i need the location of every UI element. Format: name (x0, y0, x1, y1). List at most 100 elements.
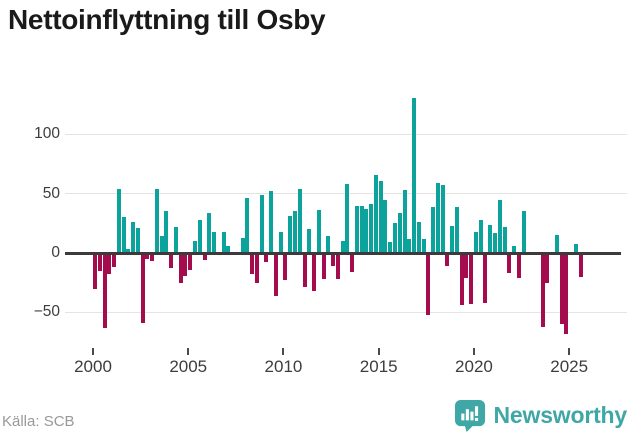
bar (450, 225, 455, 253)
bar (93, 253, 97, 289)
bar (483, 253, 488, 303)
bar (397, 212, 402, 253)
bar (159, 236, 164, 253)
bar (393, 223, 397, 253)
bar (350, 253, 355, 272)
bar (316, 210, 321, 253)
x-axis-tick (282, 348, 285, 355)
bar (259, 194, 264, 253)
bar (297, 188, 302, 253)
chart-title: Nettoinflyttning till Osby (8, 4, 326, 35)
bar (240, 237, 245, 253)
bar (373, 174, 378, 253)
bar (97, 253, 102, 271)
bar (188, 253, 193, 270)
newsworthy-brand-text: Newsworthy (493, 402, 628, 428)
bar (464, 253, 469, 278)
bar (331, 253, 336, 267)
x-axis-tick (472, 348, 475, 355)
bar (264, 253, 269, 263)
bar (207, 212, 212, 253)
bar (116, 188, 121, 253)
x-axis-tick (92, 348, 94, 355)
bar (412, 97, 417, 253)
bar (102, 253, 107, 328)
gridline--50 (65, 311, 627, 313)
x-axis-tick (377, 348, 380, 355)
bar (426, 253, 431, 315)
bar (212, 231, 217, 253)
y-axis-label: 0 (51, 244, 60, 261)
bar (497, 199, 502, 253)
x-axis-label: 2010 (264, 357, 303, 376)
bar (540, 253, 545, 327)
bar (178, 253, 183, 283)
bar (502, 226, 507, 253)
bar (107, 253, 112, 275)
bar (454, 206, 459, 253)
bar (283, 253, 288, 281)
bar (164, 211, 169, 253)
bar (245, 198, 250, 253)
bar (226, 245, 231, 253)
bar (307, 229, 312, 253)
bar (383, 199, 388, 253)
bar (559, 253, 564, 325)
bar (478, 219, 483, 253)
bar (288, 216, 293, 253)
x-axis-tick (568, 348, 571, 355)
bar (254, 253, 259, 283)
bar (340, 241, 345, 253)
bar (221, 231, 226, 253)
newsworthy-logo-icon (454, 399, 485, 432)
bar (516, 253, 521, 278)
y-axis-label: −50 (33, 303, 60, 321)
bar (512, 245, 517, 253)
bar (140, 253, 145, 323)
bar (402, 190, 407, 253)
bar (554, 235, 559, 253)
bar (416, 222, 421, 253)
bar (369, 204, 374, 253)
y-axis-label: 50 (42, 184, 60, 202)
bar (431, 206, 436, 253)
bar (173, 226, 178, 253)
bar (183, 253, 188, 276)
bar (126, 249, 131, 253)
y-axis-label: 100 (34, 125, 60, 143)
x-axis-label: 2000 (74, 357, 112, 376)
bar (378, 180, 383, 253)
bar (197, 219, 202, 253)
bar (388, 242, 393, 253)
bar (407, 238, 412, 253)
x-axis-label: 2020 (455, 357, 493, 376)
bar (250, 253, 255, 275)
bar (345, 184, 350, 253)
bar (469, 253, 474, 304)
x-axis-label: 2025 (550, 357, 589, 376)
bar (150, 253, 155, 262)
bar (440, 185, 445, 253)
bar (473, 231, 478, 253)
bar (269, 191, 274, 253)
bar (273, 253, 278, 296)
bar (488, 224, 493, 253)
bar (445, 253, 450, 267)
bar (578, 253, 583, 277)
bar (354, 205, 359, 253)
bar (421, 238, 426, 253)
bar (202, 253, 207, 261)
bar (169, 253, 174, 269)
bar (145, 253, 150, 259)
newsworthy-brand: Newsworthy (454, 399, 627, 432)
bar (131, 222, 136, 253)
bar (293, 211, 297, 253)
bar (507, 253, 512, 274)
bar (459, 253, 464, 306)
bar (335, 253, 340, 280)
x-axis-label: 2015 (359, 357, 398, 376)
bar (326, 236, 331, 253)
bar (121, 217, 126, 253)
bar (135, 228, 140, 253)
